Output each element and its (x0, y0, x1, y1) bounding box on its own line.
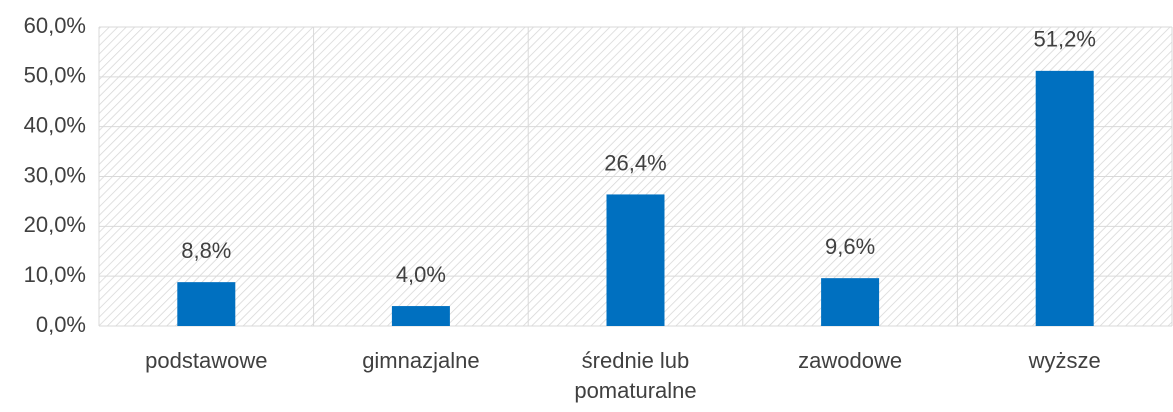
y-tick-label: 60,0% (24, 13, 86, 38)
bar (606, 194, 665, 326)
bar (1035, 70, 1094, 326)
x-tick-label: podstawowe (145, 348, 268, 373)
bar (391, 306, 450, 326)
y-tick-label: 0,0% (36, 312, 86, 337)
y-tick-label: 10,0% (24, 262, 86, 287)
y-tick-label: 40,0% (24, 112, 86, 137)
y-tick-label: 50,0% (24, 63, 86, 88)
data-label: 9,6% (825, 234, 875, 259)
x-tick-label: gimnazjalne (362, 348, 480, 373)
data-label: 8,8% (181, 238, 231, 263)
x-tick-label: zawodowe (798, 348, 903, 373)
bar (177, 282, 236, 326)
data-label: 26,4% (604, 150, 666, 175)
data-label: 4,0% (396, 262, 446, 287)
x-tick-label: wyższe (1028, 348, 1101, 373)
y-tick-label: 30,0% (24, 162, 86, 187)
bar (821, 278, 880, 326)
data-label: 51,2% (1034, 27, 1096, 52)
x-tick-label: średnie lub pomaturalne (574, 348, 697, 403)
y-tick-label: 20,0% (24, 212, 86, 237)
